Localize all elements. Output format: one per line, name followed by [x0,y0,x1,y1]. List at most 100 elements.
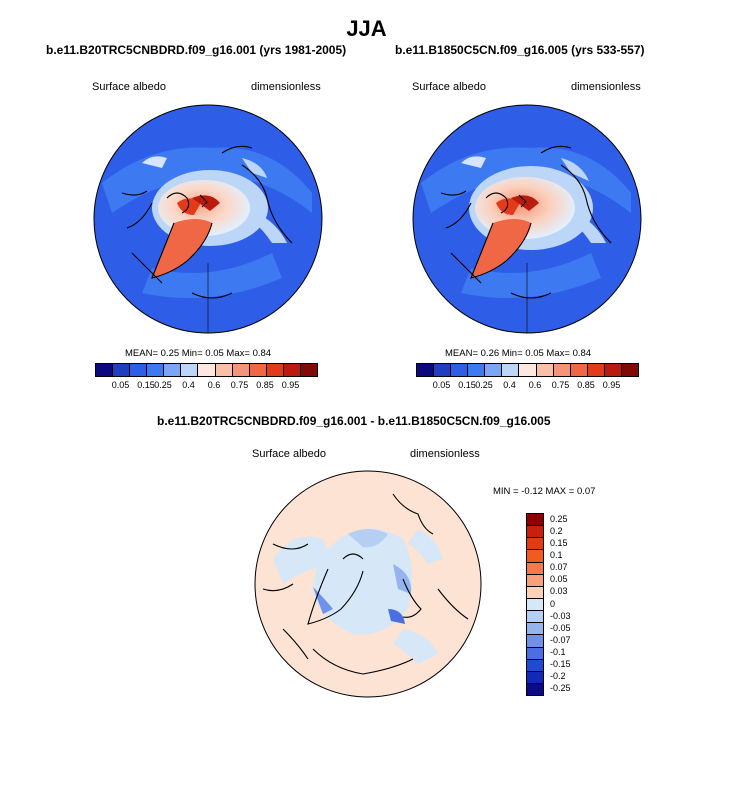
panel2-mean-label: MEAN= [445,348,478,359]
colorbar-swatch [621,364,639,376]
colorbar-swatch [587,364,605,376]
colorbar-tick-label: 0.95 [281,380,300,390]
panel2-colorbar-ticks: 0.05 0.15 0.25 0.4 0.6 0.75 0.85 0.95 [416,380,637,392]
colorbar-tick-label: 0.75 [551,380,570,390]
colorbar-swatch [527,623,543,636]
colorbar-swatch [527,683,543,696]
colorbar-tick-label: 0.2 [550,526,563,537]
colorbar-swatch [527,550,543,563]
diff-colorbar-ticks: 0.25 0.2 0.15 0.1 0.07 0.05 0.03 0 -0.03 -0.05 -0.… [550,513,590,694]
diff-max-label: MAX = [545,486,575,497]
diff-min-value: -0.12 [521,486,543,497]
colorbar-swatch [113,364,131,376]
panel2-colorbar [416,363,639,377]
colorbar-swatch [300,364,318,376]
colorbar-swatch [527,514,543,527]
panel1-case-title: b.e11.B20TRC5CNBDRD.f09_g16.001 (yrs 198… [46,43,347,57]
colorbar-tick-label: -0.2 [550,670,566,681]
colorbar-swatch [553,364,571,376]
colorbar-swatch [232,364,250,376]
panel2-min-value: 0.05 [525,348,544,359]
diff-polar-map [254,470,482,698]
colorbar-tick-label: 0.25 [154,380,172,390]
diff-colorbar [526,513,544,696]
panel2-polar-map [412,104,642,334]
diff-variable-label: Surface albedo [252,448,326,460]
colorbar-swatch [96,364,114,376]
panel1-units-label: dimensionless [251,81,321,93]
panel1-max-value: 0.84 [252,348,272,359]
colorbar-swatch [527,647,543,660]
panel1-colorbar [95,363,318,377]
panel1-polar-map [93,104,323,334]
panel1-variable-label: Surface albedo [92,81,166,93]
panel2-max-value: 0.84 [572,348,592,359]
colorbar-swatch [527,526,543,539]
panel1-min-label: Min= [181,348,203,359]
colorbar-tick-label: -0.1 [550,646,566,657]
colorbar-swatch [604,364,622,376]
panel2-stats: MEAN= 0.26 Min= 0.05 Max= 0.84 [445,348,591,359]
colorbar-swatch [527,562,543,575]
colorbar-swatch [451,364,469,376]
colorbar-swatch [502,364,520,376]
colorbar-swatch [527,538,543,551]
panel1-mean-value: 0.25 [160,348,180,359]
colorbar-tick-label: 0.4 [503,380,516,390]
colorbar-tick-label: -0.03 [550,610,571,621]
colorbar-swatch [527,635,543,648]
colorbar-swatch [249,364,267,376]
diff-units-label: dimensionless [410,448,480,460]
colorbar-tick-label: 0.1 [550,550,563,561]
panel1-mean-label: MEAN= [125,348,158,359]
colorbar-tick-label: -0.07 [550,634,571,645]
colorbar-tick-label: 0.75 [230,380,249,390]
colorbar-tick-label: 0.05 [111,380,130,390]
colorbar-swatch [266,364,284,376]
colorbar-tick-label: 0.4 [182,380,195,390]
colorbar-tick-label: 0.07 [550,562,568,573]
colorbar-swatch [130,364,148,376]
colorbar-swatch [527,671,543,684]
colorbar-swatch [198,364,216,376]
panel1-min-value: 0.05 [205,348,224,359]
colorbar-swatch [527,659,543,672]
colorbar-swatch [527,574,543,587]
colorbar-swatch [468,364,486,376]
colorbar-tick-label: 0.15 [137,380,155,390]
colorbar-tick-label: 0 [550,598,556,609]
diff-title: b.e11.B20TRC5CNBDRD.f09_g16.001 - b.e11.… [157,414,551,428]
diff-minmax: MIN = -0.12 MAX = 0.07 [493,486,595,497]
panel1-colorbar-ticks: 0.05 0.15 0.25 0.4 0.6 0.75 0.85 0.95 [95,380,316,392]
colorbar-swatch [147,364,165,376]
colorbar-swatch [527,611,543,624]
diff-min-label: MIN = [493,486,519,497]
colorbar-swatch [485,364,503,376]
colorbar-tick-label: -0.25 [550,682,571,693]
colorbar-tick-label: 0.85 [256,380,274,390]
colorbar-swatch [215,364,233,376]
colorbar-tick-label: 0.03 [550,586,568,597]
panel1-max-label: Max= [226,348,250,359]
colorbar-tick-label: 0.05 [432,380,451,390]
colorbar-tick-label: 0.85 [577,380,595,390]
colorbar-tick-label: 0.6 [207,380,221,390]
panel1-stats: MEAN= 0.25 Min= 0.05 Max= 0.84 [125,348,271,359]
colorbar-swatch [417,364,435,376]
main-title: JJA [346,16,387,41]
panel2-units-label: dimensionless [571,81,641,93]
colorbar-tick-label: 0.15 [458,380,476,390]
colorbar-swatch [164,364,182,376]
colorbar-tick-label: 0.25 [550,514,568,525]
panel2-max-label: Max= [546,348,570,359]
colorbar-swatch [283,364,301,376]
colorbar-swatch [181,364,199,376]
panel2-min-label: Min= [501,348,523,359]
colorbar-tick-label: 0.05 [550,574,568,585]
panel2-case-title: b.e11.B1850C5CN.f09_g16.005 (yrs 533-557… [395,43,645,57]
colorbar-swatch [527,598,543,612]
colorbar-swatch [519,364,537,376]
panel2-variable-label: Surface albedo [412,81,486,93]
colorbar-tick-label: 0.6 [528,380,542,390]
colorbar-tick-label: -0.05 [550,622,571,633]
